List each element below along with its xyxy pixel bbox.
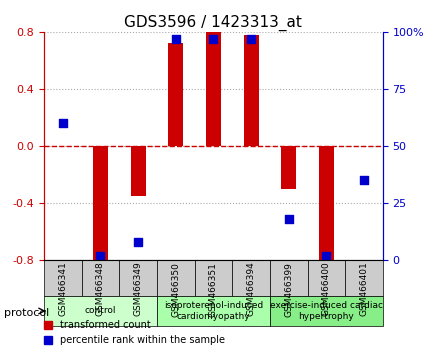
Bar: [168, 43, 183, 146]
Bar: [131, 146, 146, 196]
FancyBboxPatch shape: [270, 261, 308, 296]
Point: [172, 36, 179, 41]
Bar: [281, 146, 296, 189]
Text: protocol: protocol: [4, 308, 50, 318]
Text: isoproterenol-induced
cardiomyopathy: isoproterenol-induced cardiomyopathy: [164, 301, 263, 321]
Text: GSM466400: GSM466400: [322, 262, 331, 316]
Text: GSM466348: GSM466348: [96, 262, 105, 316]
Text: GSM466349: GSM466349: [134, 262, 143, 316]
Bar: [93, 146, 108, 261]
FancyBboxPatch shape: [82, 261, 119, 296]
FancyBboxPatch shape: [119, 261, 157, 296]
Point: [360, 178, 367, 183]
Text: GSM466341: GSM466341: [59, 262, 67, 316]
FancyBboxPatch shape: [157, 261, 194, 296]
Point: [285, 216, 292, 222]
Bar: [206, 32, 221, 146]
Point: [59, 120, 66, 126]
Point: [210, 36, 217, 41]
Title: GDS3596 / 1423313_at: GDS3596 / 1423313_at: [125, 14, 302, 30]
Text: GSM466401: GSM466401: [359, 262, 368, 316]
Text: GSM466394: GSM466394: [246, 262, 256, 316]
FancyBboxPatch shape: [194, 261, 232, 296]
Point: [97, 253, 104, 259]
FancyBboxPatch shape: [270, 296, 383, 326]
Text: GSM466399: GSM466399: [284, 262, 293, 316]
Text: GSM466350: GSM466350: [171, 262, 180, 316]
Text: control: control: [85, 307, 116, 315]
Point: [248, 36, 255, 41]
Bar: [319, 146, 334, 263]
FancyBboxPatch shape: [157, 296, 270, 326]
Point: [135, 239, 142, 245]
Legend: transformed count, percentile rank within the sample: transformed count, percentile rank withi…: [40, 316, 228, 349]
Text: GSM466351: GSM466351: [209, 262, 218, 316]
Bar: [243, 35, 259, 146]
Point: [323, 253, 330, 259]
FancyBboxPatch shape: [44, 261, 82, 296]
FancyBboxPatch shape: [232, 261, 270, 296]
FancyBboxPatch shape: [345, 261, 383, 296]
Text: exercise-induced cardiac
hypertrophy: exercise-induced cardiac hypertrophy: [270, 301, 383, 321]
FancyBboxPatch shape: [308, 261, 345, 296]
FancyBboxPatch shape: [44, 296, 157, 326]
